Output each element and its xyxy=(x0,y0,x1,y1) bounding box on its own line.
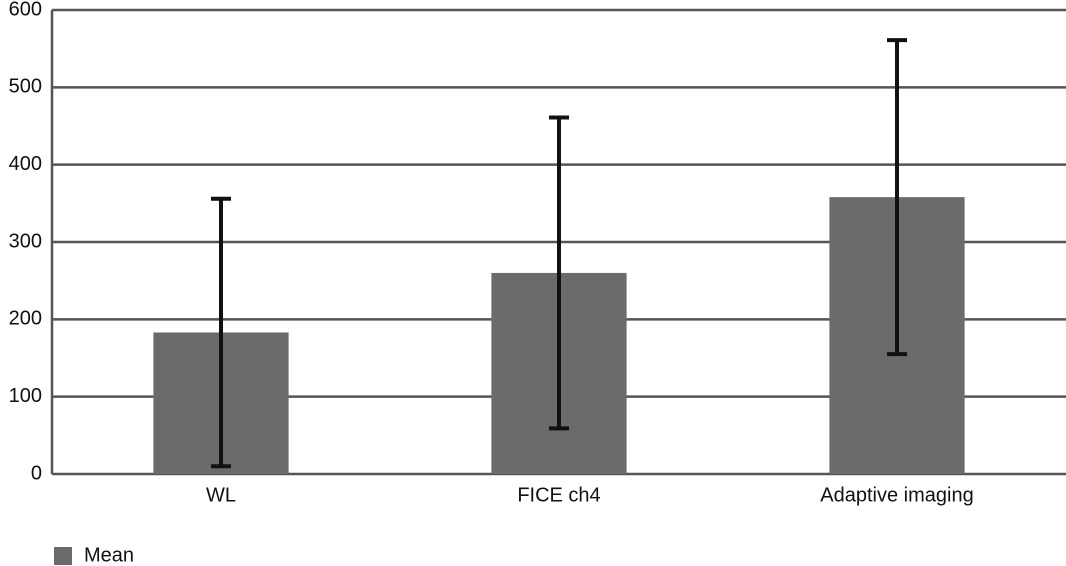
legend-label: Mean xyxy=(84,544,134,566)
legend-swatch xyxy=(54,547,72,565)
x-tick-label: Adaptive imaging xyxy=(820,484,973,506)
y-tick-label: 500 xyxy=(9,76,42,98)
error-bar xyxy=(211,196,231,469)
error-bar xyxy=(549,115,569,431)
x-tick-label: FICE ch4 xyxy=(517,484,600,506)
error-bar xyxy=(887,38,907,357)
y-tick-label: 300 xyxy=(9,230,42,252)
y-tick-label: 400 xyxy=(9,153,42,175)
y-tick-label: 0 xyxy=(31,462,42,484)
y-tick-label: 100 xyxy=(9,385,42,407)
y-tick-label: 600 xyxy=(9,0,42,20)
y-tick-label: 200 xyxy=(9,308,42,330)
x-tick-label: WL xyxy=(206,484,236,506)
